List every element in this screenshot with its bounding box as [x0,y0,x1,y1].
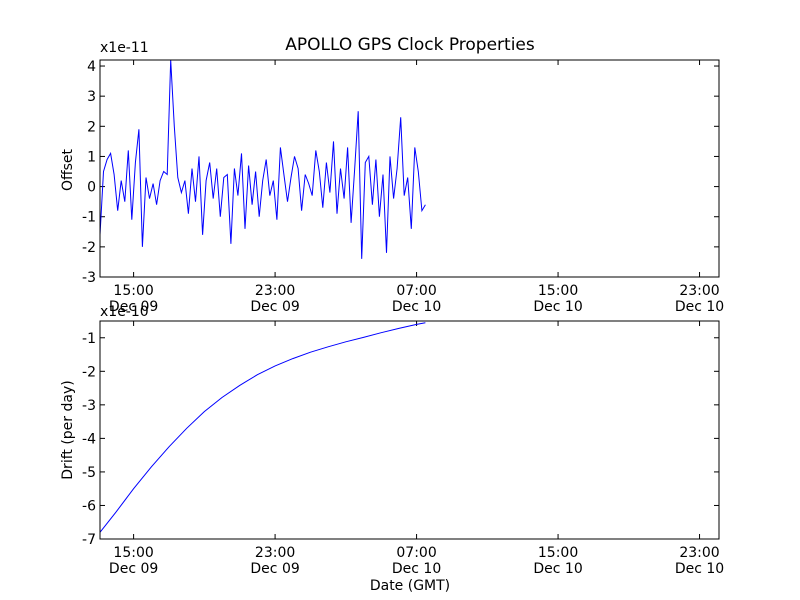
offset-ytick-label: 2 [87,119,96,135]
drift-xtick-date: Dec 09 [250,561,299,577]
offset-ytick-label: 0 [87,180,96,196]
offset-xtick-date: Dec 10 [675,299,724,315]
drift-ytick-label: -3 [82,398,96,414]
drift-series-line [99,322,426,533]
drift-y-multiplier: x1e-10 [100,304,149,320]
drift-y-label: Drift (per day) [60,380,76,479]
drift-ytick-label: -2 [82,364,96,380]
offset-ytick-label: -1 [82,210,96,226]
offset-ytick-label: 4 [87,59,96,75]
offset-xtick-date: Dec 10 [533,299,582,315]
offset-y-label: Offset [60,148,76,191]
offset-xtick-time: 23:00 [255,283,295,299]
drift-xtick-date: Dec 10 [392,561,441,577]
drift-xtick-time: 15:00 [113,545,153,561]
drift-ytick-label: -6 [82,498,96,514]
offset-xtick-time: 15:00 [538,283,578,299]
drift-plot-frame [99,320,720,540]
drift-ytick-label: -5 [82,465,96,481]
drift-xtick-time: 07:00 [396,545,436,561]
offset-ytick-label: 1 [87,149,96,165]
offset-y-multiplier: x1e-11 [100,40,149,56]
offset-xtick-date: Dec 09 [250,299,299,315]
drift-ytick-label: -7 [82,532,96,548]
offset-xtick-date: Dec 10 [392,299,441,315]
offset-plot-frame [99,59,720,278]
drift-xtick-time: 23:00 [255,545,295,561]
drift-xtick-time: 23:00 [679,545,719,561]
drift-panel: x1e-10 Drift (per day) Date (GMT) -7 -6 -5… [60,304,724,594]
drift-xtick-time: 15:00 [538,545,578,561]
offset-xtick-time: 15:00 [113,283,153,299]
drift-xtick-date: Dec 09 [109,561,158,577]
offset-xtick-time: 07:00 [396,283,436,299]
offset-ytick-label: -2 [82,240,96,256]
offset-xtick-time: 23:00 [679,283,719,299]
offset-series-line [99,59,426,259]
offset-ytick-label: 3 [87,89,96,105]
offset-panel: APOLLO GPS Clock Properties x1e-11 Offse… [60,35,724,315]
drift-x-label: Date (GMT) [370,578,450,594]
offset-xtick-date: Dec 09 [109,299,158,315]
drift-ytick-label: -4 [82,431,96,447]
drift-ytick-label: -1 [82,331,96,347]
drift-xtick-date: Dec 10 [675,561,724,577]
offset-ytick-label: -3 [82,270,96,286]
drift-xtick-date: Dec 10 [533,561,582,577]
chart-title: APOLLO GPS Clock Properties [285,35,535,55]
